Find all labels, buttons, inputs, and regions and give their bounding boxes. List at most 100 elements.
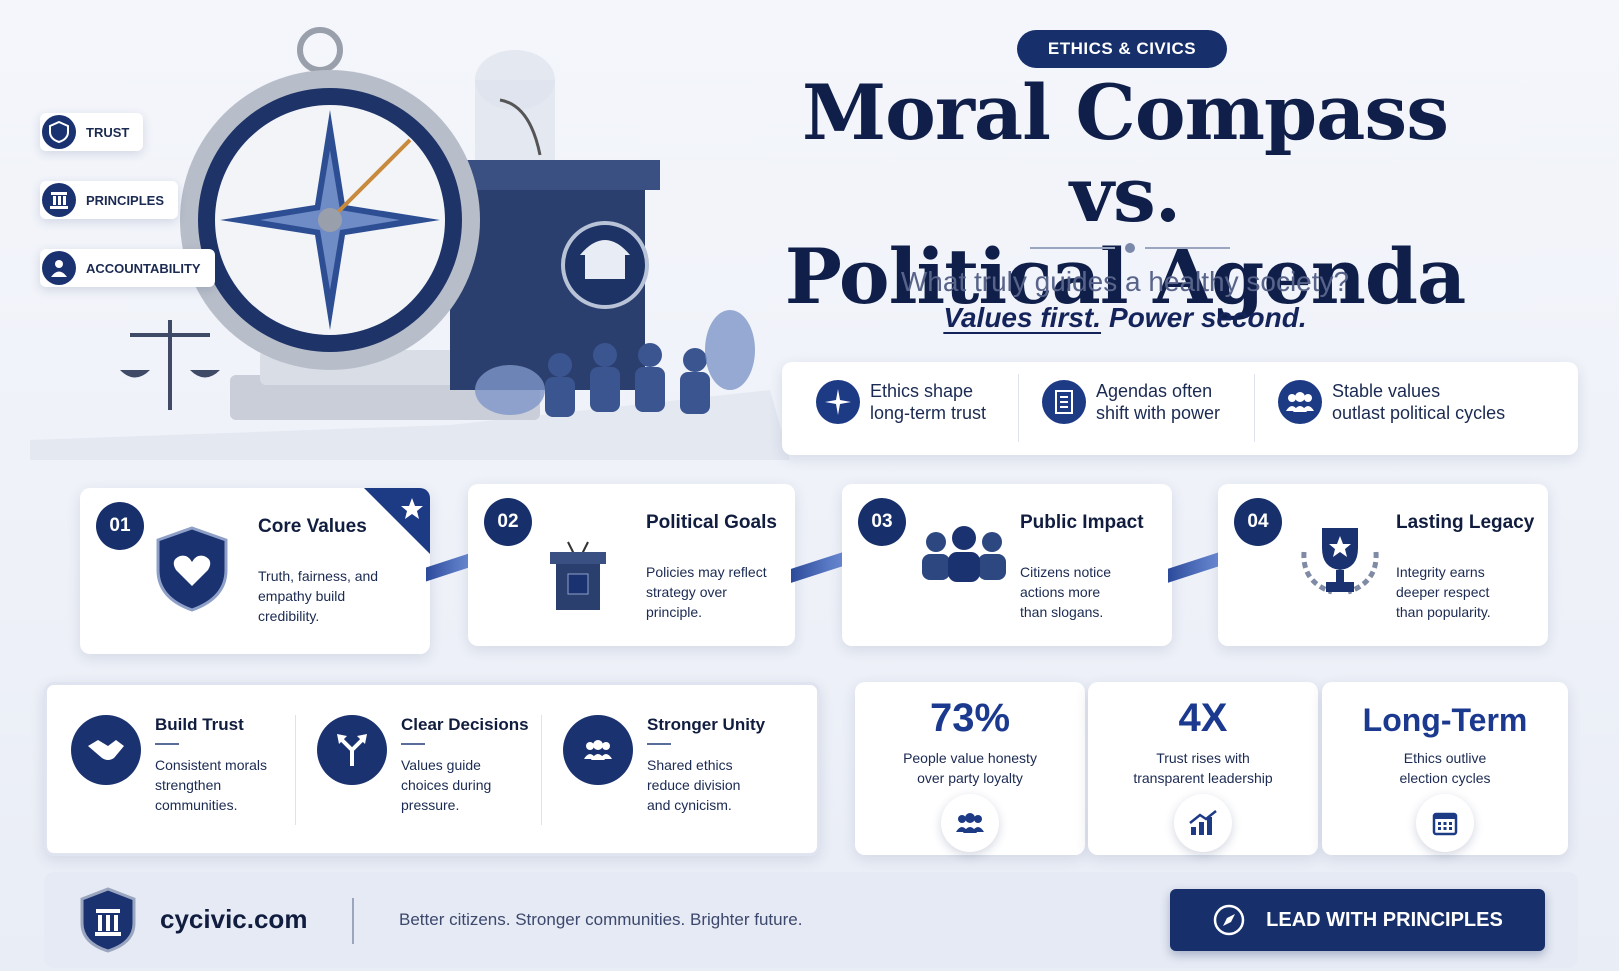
step-card: 02 Political Goals Policies may reflect str…: [468, 484, 795, 646]
icon-shape: [1434, 814, 1456, 819]
benefit-line: strengthen: [155, 777, 222, 793]
benefit-text: Shared ethics reduce division and cynicism…: [647, 755, 765, 815]
stat-line: People value honesty: [903, 750, 1037, 766]
icon-shape: [1336, 570, 1344, 582]
icon-shape: [584, 754, 612, 760]
icon-shape: [1304, 394, 1312, 402]
step-card: 01 Core Values Truth, fairness, and empathy…: [80, 488, 430, 654]
icon-shape: [948, 526, 980, 582]
icon-shape: [1438, 822, 1441, 825]
divider: [1030, 243, 1230, 253]
icon-shape: [51, 260, 67, 277]
benefit-icon: [563, 715, 633, 785]
icon-shape: [328, 138, 412, 222]
icon-shape: [339, 737, 365, 766]
highlight-divider: [1018, 374, 1019, 442]
headline-line: Moral Compass vs.: [802, 68, 1449, 239]
highlight-line: long-term trust: [870, 403, 987, 423]
step-title: Public Impact: [1020, 512, 1144, 533]
highlight-divider: [1254, 374, 1255, 442]
footer-logo: [80, 887, 136, 953]
benefit-icon: [71, 715, 141, 785]
icon-shape: [1055, 390, 1073, 414]
step-icon: [1292, 522, 1388, 606]
cta-button[interactable]: LEAD WITH PRINCIPLES: [1170, 889, 1545, 951]
step-title: Lasting Legacy: [1396, 512, 1535, 533]
icon-shape: [825, 389, 851, 415]
icon-shape: [1432, 812, 1458, 836]
icon-shape: [120, 370, 220, 378]
icon-shape: [982, 532, 1002, 552]
step-line: empathy build: [258, 588, 346, 604]
icon-shape: [602, 742, 610, 750]
highlight: Agendas often shift with power: [1042, 380, 1220, 424]
icon-shape: [638, 343, 662, 367]
icon-shape: [106, 915, 110, 931]
icon-shape: [1286, 406, 1314, 412]
step-number: 01: [96, 502, 144, 550]
icon-shape: [958, 815, 966, 823]
step-connector: [1168, 551, 1222, 583]
icon-shape: [49, 121, 69, 143]
icon-shape: [1438, 822, 1452, 830]
stat-line: transparent leadership: [1133, 770, 1273, 786]
benefit-line: reduce division: [647, 777, 741, 793]
stat-card: 4X Trust rises with transparent leadership: [1088, 682, 1318, 855]
side-tag-label: PRINCIPLES: [86, 192, 165, 208]
icon-shape: [974, 815, 982, 823]
step-text: Integrity earns deeper respect than popula…: [1396, 562, 1491, 622]
benefit-rule: [155, 743, 179, 745]
icon-shape: [956, 813, 984, 833]
step-line: Citizens notice: [1020, 564, 1112, 580]
icon-shape: [30, 390, 790, 460]
icon-shape: [1443, 827, 1447, 830]
icon-shape: [53, 196, 56, 205]
highlight-icon: [816, 380, 860, 424]
icon-shape: [590, 367, 620, 412]
step-number: 03: [858, 498, 906, 546]
icon-shape: [297, 27, 343, 73]
icon-shape: [337, 734, 367, 766]
icon-shape: [922, 526, 1006, 582]
icon-shape: [584, 740, 612, 760]
site-name: cycivic.com: [160, 904, 308, 934]
icon-shape: [548, 353, 572, 377]
step-text: Policies may reflect strategy over princip…: [646, 562, 767, 622]
icon-shape: [926, 532, 946, 552]
icon-shape: [1301, 528, 1379, 595]
stat-card: Long-Term Ethics outlive election cycles: [1322, 682, 1568, 855]
icon-shape: [580, 240, 630, 255]
icon-shape: [318, 208, 342, 232]
icon-shape: [63, 196, 66, 205]
headline: Moral Compass vs. Political Agenda: [740, 72, 1510, 318]
icon-shape: [1189, 810, 1217, 835]
stat-text: Trust rises with transparent leadership: [1088, 748, 1318, 788]
side-tag-icon: [42, 251, 76, 285]
icon-shape: [88, 740, 124, 760]
step-connector: [426, 552, 472, 582]
icon-shape: [58, 196, 61, 205]
step-text: Truth, fairness, and empathy build credibi…: [258, 566, 378, 626]
icon-shape: [922, 532, 1006, 580]
icon-shape: [401, 498, 423, 519]
icon-shape: [1329, 536, 1351, 557]
icon-shape: [550, 552, 606, 564]
icon-shape: [1223, 914, 1236, 926]
icon-shape: [952, 526, 976, 550]
ribbon: [364, 488, 430, 554]
icon-shape: [545, 377, 575, 417]
step-line: Policies may reflect: [646, 564, 767, 580]
icon-shape: [1301, 551, 1379, 595]
step-card: 04 Lasting Legacy Integrity earns deeper re…: [1218, 484, 1548, 646]
benefit-rule: [401, 743, 425, 745]
benefit: Stronger Unity Shared ethics reduce divisi…: [647, 715, 765, 815]
benefit-line: communities.: [155, 797, 238, 813]
stat-card: 73% People value honesty over party loyalt…: [855, 682, 1085, 855]
benefit-line: and cynicism.: [647, 797, 732, 813]
cta-label[interactable]: LEAD WITH PRINCIPLES: [1266, 908, 1503, 931]
benefit-title: Stronger Unity: [647, 715, 766, 734]
highlight: Stable values outlast political cycles: [1278, 380, 1505, 424]
icon-shape: [156, 526, 228, 612]
step-line: deeper respect: [1396, 584, 1490, 600]
